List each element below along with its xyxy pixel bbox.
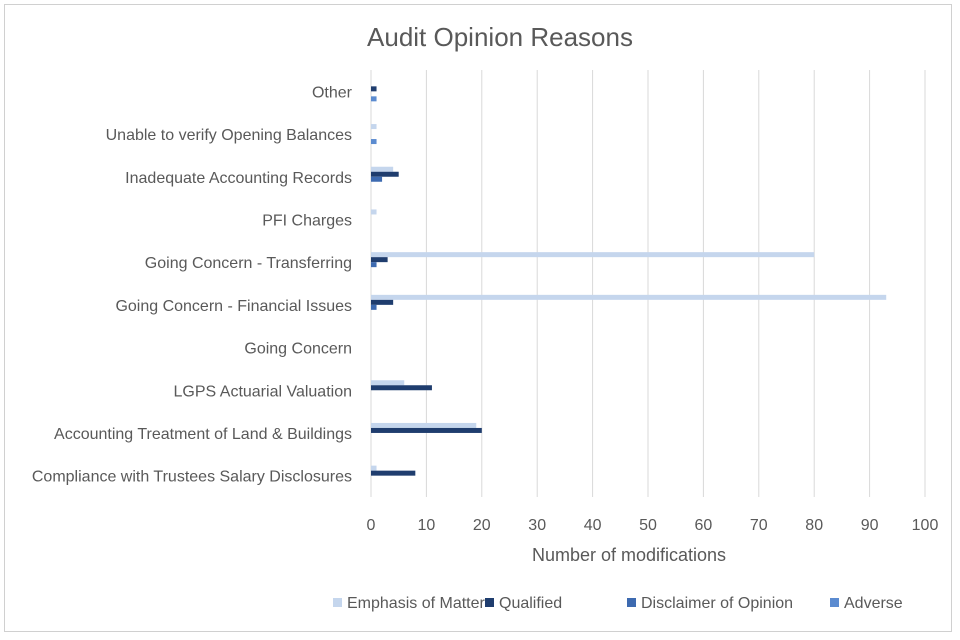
bar-disclaimer-of-opinion: [371, 262, 377, 268]
legend: Emphasis of Matter Qualified Disclaimer of…: [333, 595, 903, 612]
bar-qualified: [371, 86, 377, 92]
x-tick-label: 40: [584, 517, 602, 534]
legend-label: Qualified: [499, 595, 562, 612]
bar-emphasis-of-matter: [371, 124, 377, 130]
legend-label: Disclaimer of Opinion: [641, 595, 793, 612]
bar-emphasis-of-matter: [371, 209, 377, 215]
legend-swatch: [627, 598, 636, 607]
bar-disclaimer-of-opinion: [371, 176, 383, 182]
category-label: Other: [312, 84, 353, 101]
x-tick-label: 50: [639, 517, 657, 534]
bar-qualified: [371, 299, 394, 305]
bar-emphasis-of-matter: [371, 465, 377, 471]
category-labels: Other Unable to verify Opening Balances In…: [32, 84, 353, 485]
bar-emphasis-of-matter: [371, 166, 394, 172]
bar-emphasis-of-matter: [371, 252, 815, 258]
category-label: Accounting Treatment of Land & Buildings: [54, 426, 352, 443]
bar-emphasis-of-matter: [371, 380, 405, 386]
category-label: Unable to verify Opening Balances: [106, 127, 352, 144]
x-tick-label: 90: [861, 517, 879, 534]
tick-labels: 0 10 20 30 40 50 60 70 80 90 100: [367, 517, 939, 534]
x-tick-label: 30: [528, 517, 546, 534]
bars: [371, 86, 887, 476]
x-axis-title: Number of modifications: [532, 545, 726, 565]
bar-adverse: [371, 139, 377, 145]
category-label: LGPS Actuarial Valuation: [174, 383, 352, 400]
legend-swatch: [485, 598, 494, 607]
x-tick-label: 20: [473, 517, 491, 534]
chart-frame: [4, 4, 952, 632]
bar-qualified: [371, 427, 482, 433]
x-tick-label: 0: [367, 517, 376, 534]
category-label: Going Concern - Transferring: [145, 255, 352, 272]
bar-adverse: [371, 96, 377, 102]
bar-emphasis-of-matter: [371, 422, 477, 428]
bar-qualified: [371, 385, 432, 391]
category-label: Going Concern: [244, 341, 352, 358]
bar-qualified: [371, 470, 416, 476]
bar-emphasis-of-matter: [371, 294, 887, 300]
legend-swatch: [830, 598, 839, 607]
category-label: Compliance with Trustees Salary Disclosu…: [32, 469, 352, 486]
legend-label: Adverse: [844, 595, 903, 612]
x-tick-label: 60: [695, 517, 713, 534]
bar-disclaimer-of-opinion: [371, 304, 377, 310]
chart-title: Audit Opinion Reasons: [367, 22, 633, 52]
x-tick-label: 80: [805, 517, 823, 534]
category-label: PFI Charges: [262, 212, 352, 229]
x-tick-label: 100: [912, 517, 939, 534]
x-tick-label: 10: [418, 517, 436, 534]
x-tick-label: 70: [750, 517, 768, 534]
category-label: Going Concern - Financial Issues: [115, 298, 352, 315]
legend-swatch: [333, 598, 342, 607]
bar-qualified: [371, 171, 399, 177]
category-label: Inadequate Accounting Records: [125, 170, 352, 187]
bar-qualified: [371, 257, 388, 263]
legend-label: Emphasis of Matter: [347, 595, 486, 612]
